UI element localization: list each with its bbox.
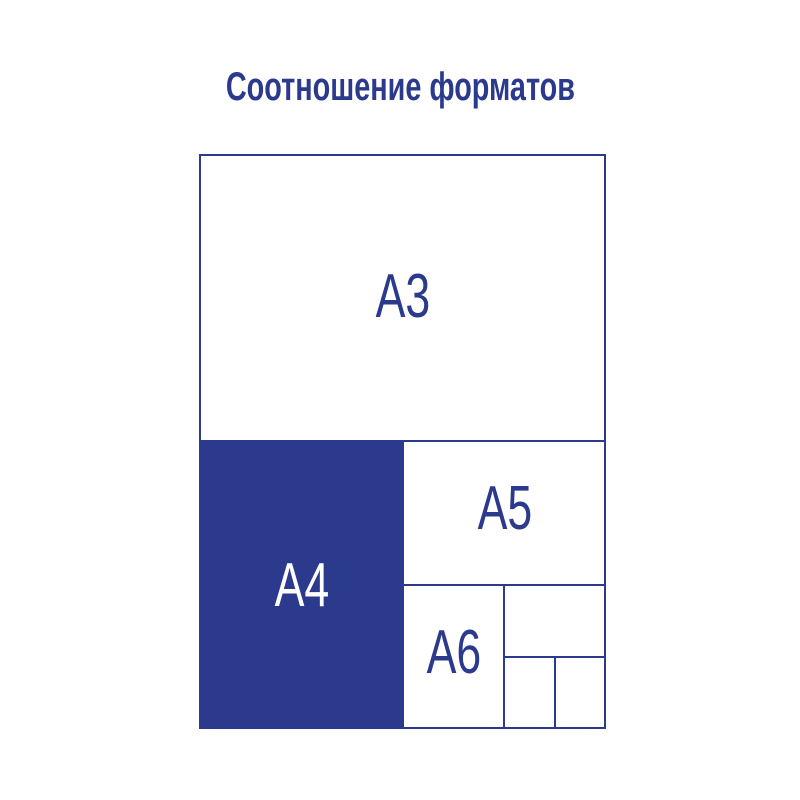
title-text: Соотношение форматов: [225, 65, 575, 109]
a3-label: A3: [375, 262, 430, 331]
a5-label: A5: [477, 474, 532, 543]
a8-sheet-right: [554, 656, 606, 729]
a4-sheet: [199, 440, 404, 729]
a6-label: A6: [426, 618, 481, 687]
a4-label: A4: [274, 551, 329, 620]
a8-sheet-left: [503, 656, 556, 729]
diagram-title: Соотношение форматов: [0, 62, 800, 112]
a7-sheet: [503, 584, 606, 658]
